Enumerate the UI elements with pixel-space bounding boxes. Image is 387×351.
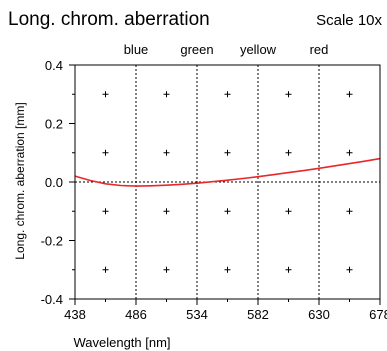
grid (102, 91, 353, 273)
grid-marker (346, 208, 353, 215)
reference-label-yellow: yellow (240, 42, 277, 57)
y-tick-label: 0.4 (45, 58, 63, 73)
chart-title: Long. chrom. aberration (8, 9, 210, 30)
grid-marker (163, 149, 170, 156)
grid-marker (224, 208, 231, 215)
x-axis-label: Wavelength [nm] (73, 335, 170, 350)
x-tick-label: 630 (308, 307, 330, 322)
grid-marker (102, 208, 109, 215)
grid-marker (285, 149, 292, 156)
x-tick-label: 534 (186, 307, 208, 322)
y-axis-label: Long. chrom. aberration [mm] (13, 102, 27, 259)
grid-marker (346, 266, 353, 273)
grid-marker (224, 91, 231, 98)
grid-marker (285, 91, 292, 98)
y-tick-label: -0.2 (41, 234, 63, 249)
y-tick-label: -0.4 (41, 292, 63, 307)
series-layer (74, 157, 381, 187)
grid-marker (102, 149, 109, 156)
grid-marker (163, 266, 170, 273)
grid-marker (285, 208, 292, 215)
ticks: 438 486 534 582 630 678 -0.4 -0.2 0.0 0.2 0.4 (41, 58, 387, 322)
scale-label: Scale 10x (316, 12, 382, 29)
grid-marker (285, 266, 292, 273)
reference-lines: blue green yellow red (75, 42, 380, 299)
reference-label-green: green (180, 42, 213, 57)
x-tick-label: 678 (369, 307, 387, 322)
grid-marker (163, 91, 170, 98)
grid-marker (102, 266, 109, 273)
x-tick-label: 486 (125, 307, 147, 322)
x-tick-label: 582 (247, 307, 269, 322)
grid-marker (163, 208, 170, 215)
y-tick-label: 0.0 (45, 175, 63, 190)
grid-marker (224, 149, 231, 156)
grid-marker (102, 91, 109, 98)
y-tick-label: 0.2 (45, 117, 63, 132)
reference-label-blue: blue (124, 42, 149, 57)
grid-marker (346, 149, 353, 156)
grid-marker (346, 91, 353, 98)
grid-marker (224, 266, 231, 273)
reference-label-red: red (310, 42, 329, 57)
series-line-0 (74, 157, 381, 187)
x-tick-label: 438 (64, 307, 86, 322)
